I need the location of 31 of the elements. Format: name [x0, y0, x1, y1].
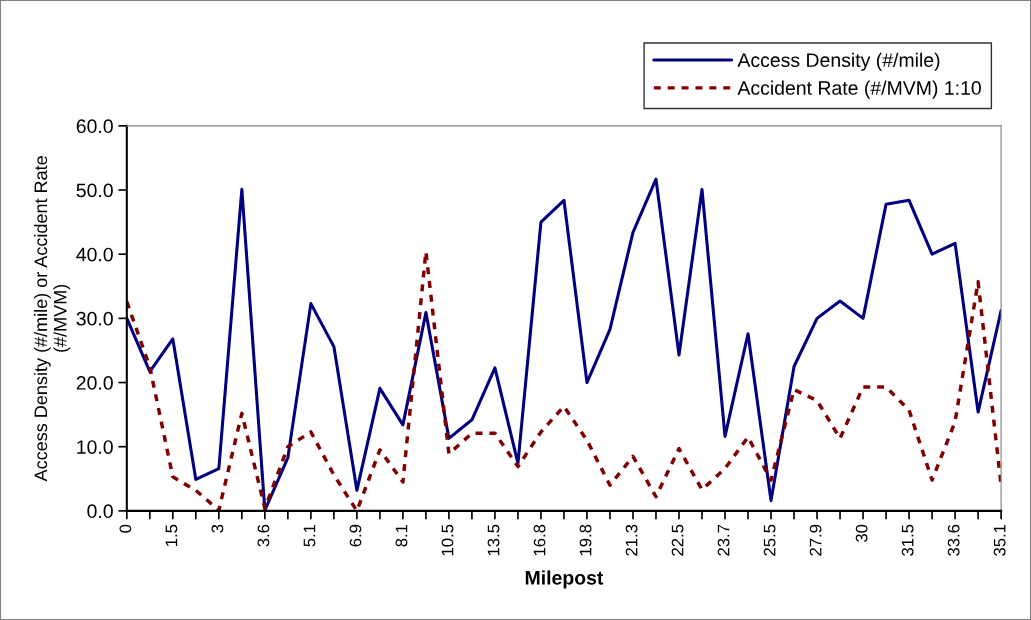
legend-label: Accident Rate (#/MVM) 1:10: [737, 80, 981, 99]
y-tick-label: 40.0: [76, 247, 113, 262]
x-tick-label: 13.5: [487, 524, 500, 556]
x-tick-label: 10.5: [441, 524, 454, 556]
y-tick-label: 0.0: [87, 504, 113, 519]
x-tick-label: 1.5: [165, 524, 178, 546]
y-tick-label: 60.0: [76, 119, 113, 134]
x-tick-label: 16.8: [533, 524, 546, 556]
x-tick-label: 21.3: [625, 524, 638, 556]
y-tick-label: 20.0: [76, 376, 113, 390]
x-tick-label: 8.1: [395, 524, 408, 547]
y-tick-label: 50.0: [76, 183, 113, 198]
y-axis-title: Access Density (#/mile) or Accident Rate (#/MVM): [33, 156, 71, 482]
x-tick-label: 35.1: [993, 524, 1006, 556]
y-tick-label: 30.0: [76, 311, 113, 326]
x-tick-label: 5.1: [303, 524, 316, 547]
x-tick-label: 3: [211, 524, 224, 533]
x-tick-label: 33.6: [947, 524, 960, 556]
x-tick-label: 6.9: [349, 524, 362, 547]
x-tick-label: 30: [855, 524, 868, 542]
x-tick-label: 25.5: [763, 524, 776, 556]
x-axis-title: Milepost: [525, 570, 604, 589]
x-tick-label: 27.9: [809, 524, 822, 556]
x-tick-label: 0: [119, 524, 132, 533]
legend-label: Access Density (#/mile): [737, 52, 940, 71]
x-tick-label: 3.6: [257, 524, 270, 547]
x-tick-label: 31.5: [901, 524, 914, 556]
x-tick-label: 19.8: [579, 524, 592, 556]
x-tick-label: 23.7: [717, 524, 730, 556]
x-tick-label: 22.5: [671, 524, 684, 556]
y-tick-label: 10.0: [77, 440, 113, 454]
